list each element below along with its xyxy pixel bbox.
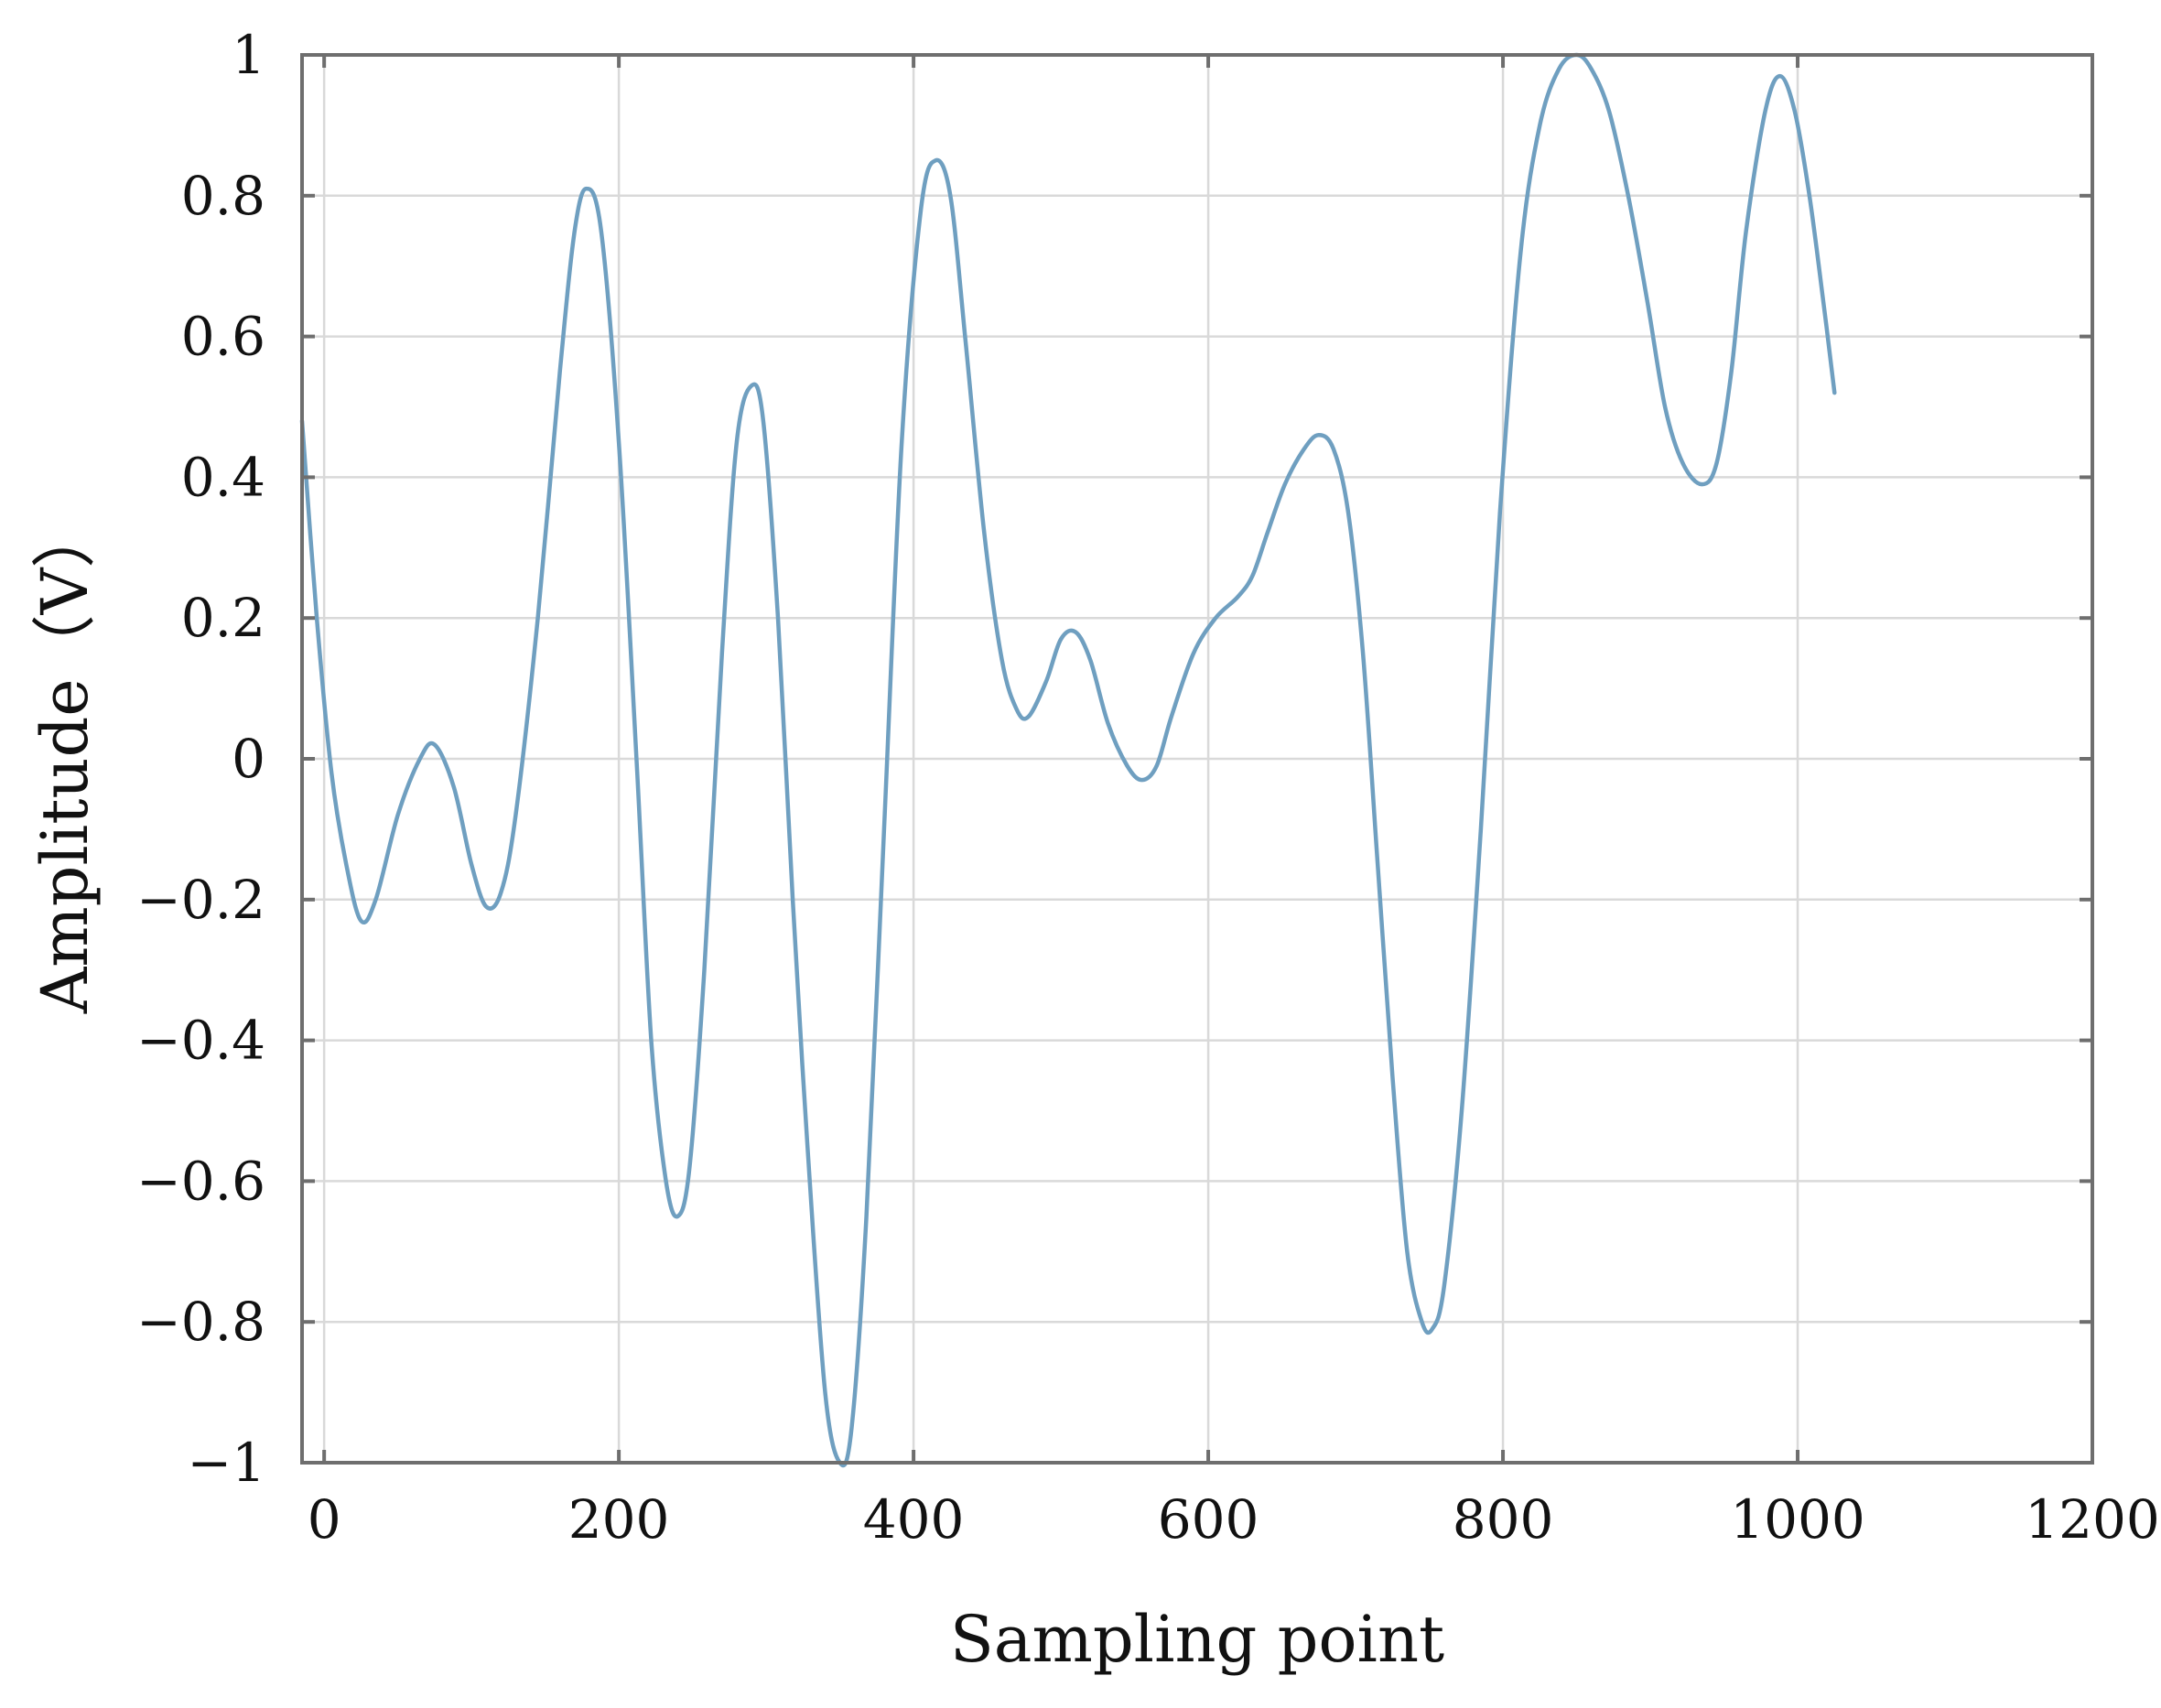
- y-tick-label: −0.6: [136, 1150, 265, 1212]
- series-layer: [299, 52, 1837, 1468]
- y-tick-label: 1: [232, 24, 265, 86]
- series-line: [299, 52, 1837, 1468]
- x-tick-label: 1000: [1730, 1488, 1865, 1551]
- y-tick-label: −0.4: [136, 1010, 265, 1072]
- x-tick-label: 800: [1453, 1488, 1554, 1551]
- x-tick-label: 0: [308, 1488, 341, 1551]
- x-tick-label: 200: [568, 1488, 670, 1551]
- y-axis-title: Amplitude（V）: [27, 504, 103, 1015]
- y-tick-label: −1: [188, 1432, 266, 1494]
- x-axis-title: Sampling point: [950, 1602, 1444, 1677]
- x-tick-label: 1200: [2025, 1488, 2160, 1551]
- y-tick-label: 0.4: [181, 446, 265, 508]
- y-tick-label: 0.8: [181, 165, 265, 227]
- x-tick-label: 400: [863, 1488, 965, 1551]
- y-tick-label: 0.6: [181, 306, 265, 368]
- x-tick-label: 600: [1158, 1488, 1259, 1551]
- y-tick-label: 0: [232, 728, 265, 790]
- y-tick-label: −0.8: [136, 1291, 265, 1353]
- x-tick-labels: 0 200 400 600 800 1000 1200: [308, 1488, 2160, 1551]
- y-tick-label: 0.2: [181, 587, 265, 649]
- axis-ticks: [302, 53, 2094, 1465]
- y-tick-labels: 1 0.8 0.6 0.4 0.2 0 −0.2 −0.4 −0.6 −0.8 −1: [136, 24, 265, 1494]
- y-tick-label: −0.2: [136, 869, 265, 931]
